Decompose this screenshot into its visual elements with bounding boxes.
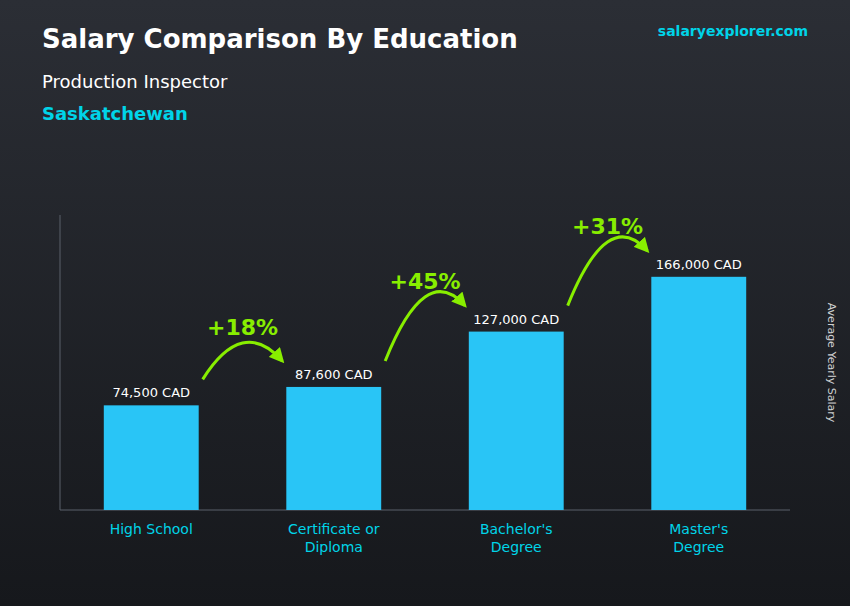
bar — [651, 277, 746, 510]
x-tick-label-line: Degree — [491, 539, 542, 555]
bars — [104, 277, 746, 510]
x-tick-label: Certificate or Diploma — [288, 521, 380, 555]
x-tick-label: Bachelor's Degree — [480, 521, 553, 555]
y-axis-label: Average Yearly Salary — [825, 303, 838, 423]
x-tick-label: High School — [110, 521, 193, 537]
data-label: 127,000 CAD — [473, 312, 559, 327]
change-arrow — [385, 292, 465, 361]
title: Salary Comparison By Education — [42, 24, 518, 54]
change-arrow — [203, 342, 283, 379]
subtitle: Saskatchewan — [42, 103, 188, 124]
background — [0, 0, 850, 606]
bar — [104, 405, 199, 510]
data-label: 74,500 CAD — [112, 385, 190, 400]
x-tick-label-line: High School — [110, 521, 193, 537]
chart-container: Salary Comparison By Education Production… — [0, 0, 850, 606]
change-label: +18% — [207, 315, 278, 340]
data-label: 87,600 CAD — [295, 367, 373, 382]
change-arrow — [568, 237, 648, 306]
x-tick-label-line: Diploma — [305, 539, 363, 555]
change-label: +31% — [572, 214, 643, 239]
y-axis-line — [60, 215, 61, 510]
bar — [469, 332, 564, 510]
source: salaryexplorer.com — [658, 23, 808, 39]
bar — [286, 387, 381, 510]
x-tick-label-line: Bachelor's — [480, 521, 553, 537]
chart-svg: Salary Comparison By Education Production… — [0, 0, 850, 606]
x-tick-label-line: Certificate or — [288, 521, 380, 537]
x-tick-label-line: Master's — [669, 521, 728, 537]
change-label: +45% — [389, 269, 460, 294]
x-tick-label-line: Degree — [673, 539, 724, 555]
subtitle: Production Inspector — [42, 71, 228, 92]
data-label: 166,000 CAD — [656, 257, 742, 272]
x-tick-label: Master's Degree — [669, 521, 728, 555]
